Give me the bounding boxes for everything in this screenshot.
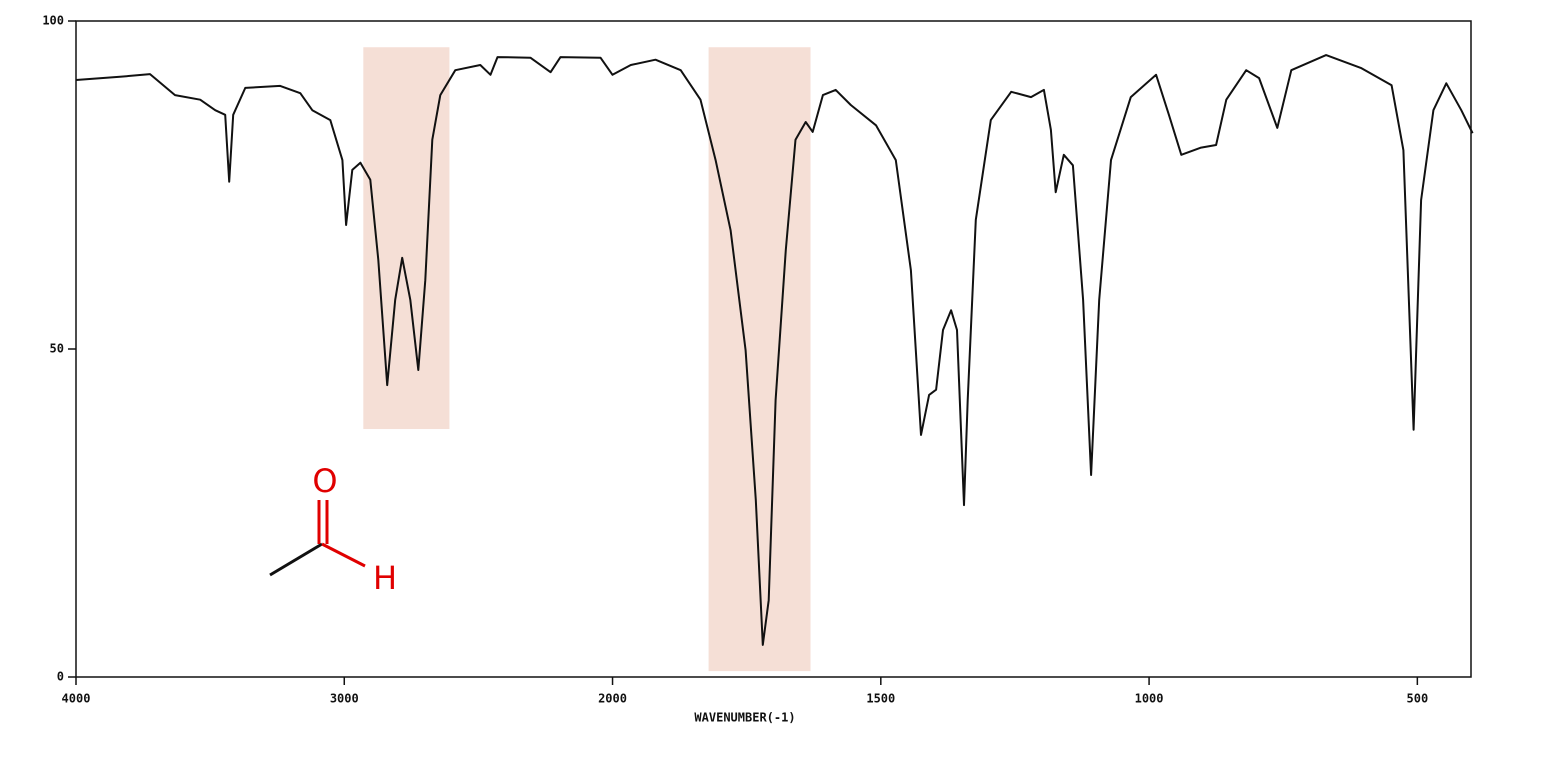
spectrum-line bbox=[75, 54, 1474, 646]
highlight-region bbox=[363, 47, 450, 430]
bond bbox=[321, 542, 366, 568]
x-tick-label: 1500 bbox=[866, 692, 895, 706]
x-tick-label: 2000 bbox=[598, 692, 627, 706]
atom-label: H bbox=[373, 559, 397, 597]
y-tick-label: 100 bbox=[42, 14, 64, 28]
atom-label: O bbox=[312, 462, 337, 500]
x-axis-label: WAVENUMBER(-1) bbox=[694, 711, 795, 725]
x-tick-label: 500 bbox=[1407, 692, 1429, 706]
x-tick-label: 4000 bbox=[62, 692, 91, 706]
x-tick-label: 3000 bbox=[330, 692, 359, 706]
bond bbox=[269, 542, 323, 577]
x-tick-label: 1000 bbox=[1135, 692, 1164, 706]
y-tick-label: 0 bbox=[57, 670, 64, 684]
y-tick-label: 50 bbox=[50, 342, 64, 356]
